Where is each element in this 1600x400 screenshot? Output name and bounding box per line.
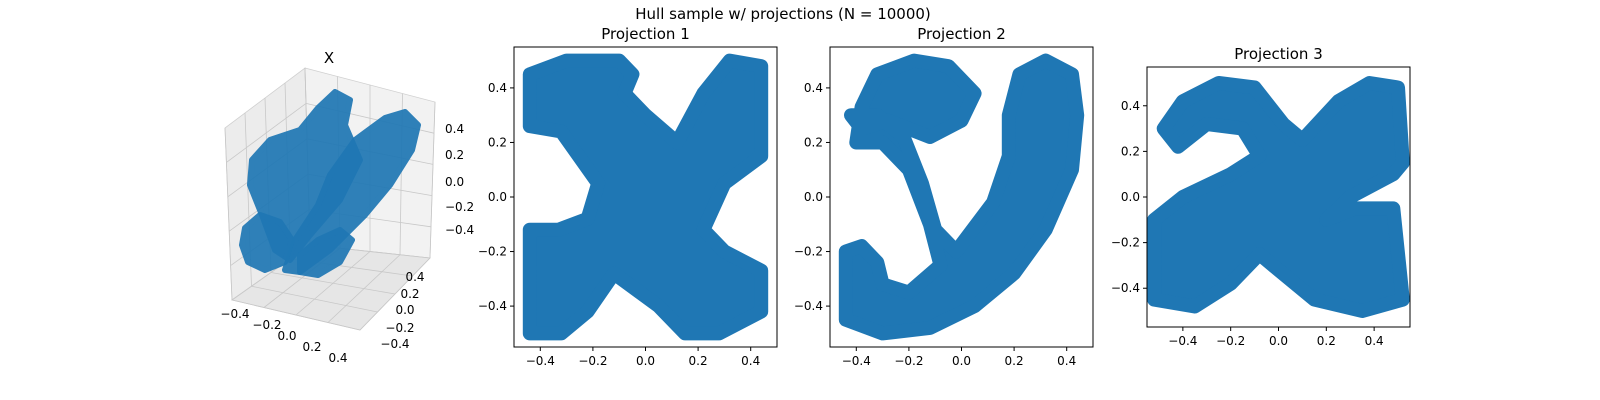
grid-line — [270, 272, 396, 295]
figure-suptitle: Hull sample w/ projections (N = 10000) — [635, 5, 931, 23]
projection-3-ytick-label: 0.0 — [1121, 190, 1140, 204]
panel-3d-scatter: X −0.4−0.20.00.20.4−0.4−0.20.00.20.4−0.4… — [220, 49, 474, 365]
ytick-3d-label: −0.2 — [385, 321, 414, 335]
projection-3-xtick-label: 0.2 — [1317, 334, 1336, 348]
projection-1-xtick-label: −0.4 — [526, 354, 555, 368]
xtick-3d-label: 0.2 — [302, 340, 321, 354]
projection-1-xtick-label: −0.2 — [578, 354, 607, 368]
grid-line — [359, 257, 431, 331]
projection-2-ytick-label: 0.0 — [804, 190, 823, 204]
panel-3d-points — [239, 89, 421, 278]
projection-1-xtick-label: 0.0 — [636, 354, 655, 368]
projection-3-xtick-label: 0.4 — [1365, 334, 1384, 348]
grid-line — [327, 254, 401, 323]
projection-3-xtick-label: −0.2 — [1216, 334, 1245, 348]
projection-1-title: Projection 1 — [601, 25, 689, 43]
projection-2-xtick-label: −0.2 — [894, 354, 923, 368]
projection-1-points — [522, 53, 769, 341]
xtick-3d-label: 0.4 — [328, 351, 347, 365]
projection-1-ytick-label: 0.4 — [488, 81, 507, 95]
projection-1-ytick-label: −0.2 — [478, 245, 507, 259]
projection-2-xtick-label: −0.4 — [842, 354, 871, 368]
projection-3-xtick-label: −0.4 — [1168, 334, 1197, 348]
ztick-3d-label: −0.2 — [445, 200, 474, 214]
projection-1-ytick-label: −0.4 — [478, 299, 507, 313]
ytick-3d-label: 0.4 — [405, 270, 424, 284]
projection-1-xtick-label: 0.2 — [689, 354, 708, 368]
projection-2-points — [838, 53, 1085, 341]
xtick-3d-label: −0.2 — [252, 318, 281, 332]
ztick-3d-label: −0.4 — [445, 223, 474, 237]
projection-3-points — [1147, 76, 1410, 318]
ztick-3d-label: 0.4 — [445, 122, 464, 136]
projection-2-xtick-label: 0.0 — [952, 354, 971, 368]
projection-3-ytick-label: 0.2 — [1121, 144, 1140, 158]
panel-projection-2: Projection 2 −0.4 −0.2 0.0 0.2 0.4 −0.4 −0.2 0.0… — [794, 25, 1094, 368]
xtick-3d-label: −0.4 — [220, 307, 249, 321]
projection-3-title: Projection 3 — [1234, 45, 1322, 63]
panel-3d-title: X — [324, 49, 334, 67]
projection-2-ytick-label: −0.2 — [794, 245, 823, 259]
ytick-3d-label: 0.2 — [400, 287, 419, 301]
points-cluster-lower — [239, 212, 295, 273]
panel-projection-3: Projection 3 −0.4 −0.2 0.0 0.2 0.4 −0.4 −0.2 0.0… — [1111, 45, 1411, 348]
projection-1-xtick-label: 0.4 — [741, 354, 760, 368]
projection-2-ytick-label: −0.4 — [794, 299, 823, 313]
projection-3-xtick-label: 0.0 — [1269, 334, 1288, 348]
ztick-3d-label: 0.2 — [445, 148, 464, 162]
xtick-3d-label: 0.0 — [277, 329, 296, 343]
grid-line — [226, 103, 307, 163]
ytick-3d-label: 0.0 — [395, 303, 414, 317]
ytick-3d-label: −0.4 — [380, 337, 409, 351]
projection-2-xtick-label: 0.2 — [1005, 354, 1024, 368]
points-cluster-bottom — [297, 227, 355, 278]
projection-1-ytick-label: 0.2 — [488, 135, 507, 149]
panel-3d-ticks: −0.4−0.20.00.20.4−0.4−0.20.00.20.4−0.4−0… — [220, 122, 474, 365]
panel-projection-1: Projection 1 −0.4 −0.2 0.0 0.2 0.4 −0.4 −0.2 0.0… — [478, 25, 778, 368]
projection-2-ytick-label: 0.4 — [804, 81, 823, 95]
grid-line — [429, 101, 436, 259]
projection-3-ytick-label: −0.2 — [1111, 236, 1140, 250]
grid-line — [224, 127, 233, 301]
projection-3-ytick-label: −0.4 — [1111, 281, 1140, 295]
ztick-3d-label: 0.0 — [445, 175, 464, 189]
projection-2-xtick-label: 0.4 — [1057, 354, 1076, 368]
projection-3-ytick-label: 0.4 — [1121, 99, 1140, 113]
projection-2-ytick-label: 0.2 — [804, 135, 823, 149]
projection-1-ytick-label: 0.0 — [488, 190, 507, 204]
projection-2-title: Projection 2 — [917, 25, 1005, 43]
